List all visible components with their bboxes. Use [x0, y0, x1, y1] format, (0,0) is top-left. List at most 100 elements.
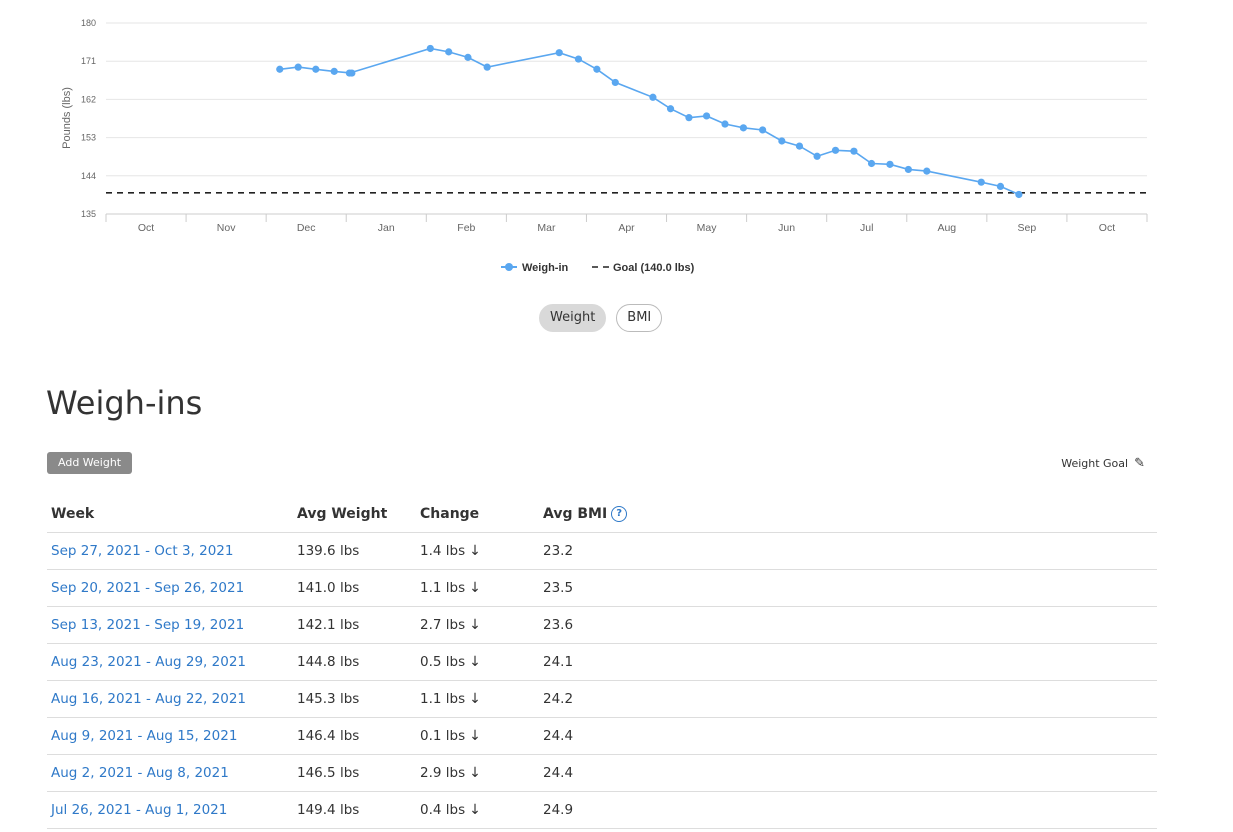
- weighin-point[interactable]: [850, 147, 858, 155]
- weighin-point[interactable]: [464, 53, 472, 61]
- weighin-point[interactable]: [739, 124, 748, 132]
- change-cell: 1.1 lbs ↓: [416, 680, 539, 718]
- week-cell: Aug 2, 2021 - Aug 8, 2021: [47, 754, 293, 792]
- y-tick-label: 162: [81, 94, 96, 104]
- weighin-point[interactable]: [813, 152, 821, 160]
- weighin-point[interactable]: [702, 112, 711, 120]
- table-header-row: Week Avg Weight Change Avg BMI?: [47, 496, 1157, 533]
- y-axis-title: Pounds (lbs): [61, 87, 73, 149]
- x-tick-label: May: [697, 222, 718, 234]
- weighin-point[interactable]: [685, 114, 693, 122]
- weighin-point[interactable]: [555, 49, 563, 57]
- weighin-point[interactable]: [445, 48, 453, 56]
- weighin-point[interactable]: [977, 178, 985, 186]
- x-tick-label: Oct: [138, 222, 154, 234]
- bmi-toggle-button[interactable]: BMI: [616, 304, 663, 332]
- week-link[interactable]: Sep 20, 2021 - Sep 26, 2021: [51, 580, 245, 596]
- weight-toggle-button[interactable]: Weight: [539, 304, 607, 332]
- change-cell: 1.1 lbs ↓: [416, 569, 539, 607]
- week-link[interactable]: Aug 23, 2021 - Aug 29, 2021: [51, 654, 246, 670]
- header-week: Week: [47, 496, 293, 533]
- weight-goal-label: Weight Goal: [1061, 457, 1129, 470]
- weighin-point[interactable]: [867, 159, 876, 168]
- avg-bmi-cell: 23.5: [539, 569, 1157, 607]
- weighin-point[interactable]: [276, 65, 284, 73]
- weighin-point[interactable]: [721, 120, 729, 128]
- weighin-point[interactable]: [923, 167, 931, 175]
- change-cell: 2.9 lbs ↓: [416, 754, 539, 792]
- week-link[interactable]: Sep 27, 2021 - Oct 3, 2021: [51, 543, 234, 559]
- avg-weight-cell: 144.8 lbs: [293, 643, 416, 681]
- x-tick-label: Aug: [937, 222, 956, 234]
- x-tick-label: Apr: [618, 222, 635, 234]
- weighin-point[interactable]: [294, 63, 302, 71]
- change-cell: 2.7 lbs ↓: [416, 606, 539, 644]
- weighin-point[interactable]: [345, 69, 354, 77]
- chart-gridlines: [106, 22, 1147, 177]
- weighin-point[interactable]: [778, 137, 786, 145]
- page-title: Weigh-ins: [46, 384, 203, 422]
- legend-weighin-marker: [505, 263, 513, 271]
- weight-chart: Pounds (lbs) 135 144 153 162 171 180 Oct Nov De…: [61, 18, 1148, 274]
- add-weight-button[interactable]: Add Weight: [47, 452, 133, 474]
- table-row: Aug 9, 2021 - Aug 15, 2021 146.4 lbs 0.1 l…: [47, 717, 1157, 755]
- avg-bmi-cell: 24.4: [539, 754, 1157, 792]
- weighin-point[interactable]: [649, 93, 657, 101]
- avg-weight-cell: 139.6 lbs: [293, 532, 416, 570]
- week-link[interactable]: Aug 9, 2021 - Aug 15, 2021: [51, 728, 238, 744]
- header-avg-bmi: Avg BMI?: [539, 496, 1157, 533]
- x-tick-label: Jan: [378, 222, 395, 234]
- weighin-point[interactable]: [666, 105, 675, 113]
- change-value: 1.1 lbs: [420, 580, 466, 596]
- weighin-point[interactable]: [611, 78, 619, 87]
- week-cell: Aug 16, 2021 - Aug 22, 2021: [47, 680, 293, 718]
- weighin-point[interactable]: [1015, 190, 1023, 199]
- down-arrow-icon: ↓: [469, 617, 481, 633]
- y-tick-label: 144: [81, 171, 96, 181]
- x-tick-label: Oct: [1099, 222, 1115, 234]
- change-cell: 0.4 lbs ↓: [416, 791, 539, 829]
- weighin-point[interactable]: [330, 67, 338, 75]
- week-link[interactable]: Sep 13, 2021 - Sep 19, 2021: [51, 617, 245, 633]
- pencil-icon[interactable]: ✎: [1134, 456, 1145, 471]
- avg-bmi-cell: 23.2: [539, 532, 1157, 570]
- x-tick-label: Jun: [778, 222, 795, 234]
- weighin-point[interactable]: [904, 165, 912, 174]
- legend-goal-label: Goal (140.0 lbs): [613, 262, 695, 274]
- weighin-point[interactable]: [886, 160, 894, 168]
- x-tick-label: Mar: [537, 222, 556, 234]
- weighins-table: Week Avg Weight Change Avg BMI? Sep 27, …: [47, 496, 1157, 829]
- question-circle-icon[interactable]: ?: [611, 506, 628, 522]
- week-link[interactable]: Aug 16, 2021 - Aug 22, 2021: [51, 691, 246, 707]
- x-tick-label: Feb: [457, 222, 475, 234]
- week-link[interactable]: Aug 2, 2021 - Aug 8, 2021: [51, 765, 229, 781]
- x-tick-label: Sep: [1018, 222, 1037, 234]
- weighin-point[interactable]: [759, 126, 767, 134]
- table-row: Aug 2, 2021 - Aug 8, 2021 146.5 lbs 2.9 lb…: [47, 754, 1157, 792]
- weighin-point[interactable]: [795, 142, 804, 150]
- table-row: Sep 27, 2021 - Oct 3, 2021 139.6 lbs 1.4 l…: [47, 532, 1157, 570]
- weighin-point[interactable]: [483, 63, 491, 71]
- legend-item-weighin[interactable]: Weigh-in: [501, 262, 569, 274]
- weighin-point[interactable]: [426, 44, 434, 53]
- weighin-point[interactable]: [312, 65, 320, 73]
- x-tick-label: Nov: [217, 222, 236, 234]
- week-link[interactable]: Jul 26, 2021 - Aug 1, 2021: [51, 802, 228, 818]
- weighin-point[interactable]: [831, 146, 840, 154]
- avg-bmi-cell: 24.2: [539, 680, 1157, 718]
- weight-goal-link[interactable]: Weight Goal ✎: [1061, 456, 1145, 471]
- weighin-point[interactable]: [593, 65, 601, 73]
- avg-bmi-cell: 24.1: [539, 643, 1157, 681]
- weighin-point[interactable]: [574, 55, 583, 63]
- avg-weight-cell: 146.5 lbs: [293, 754, 416, 792]
- legend-item-goal[interactable]: Goal (140.0 lbs): [592, 262, 695, 274]
- weighin-point[interactable]: [996, 182, 1005, 191]
- down-arrow-icon: ↓: [469, 765, 481, 781]
- legend-weighin-label: Weigh-in: [522, 262, 569, 274]
- down-arrow-icon: ↓: [469, 802, 481, 818]
- down-arrow-icon: ↓: [469, 543, 481, 559]
- change-value: 0.4 lbs: [420, 802, 466, 818]
- chart-legend[interactable]: Weigh-in Goal (140.0 lbs): [501, 262, 695, 274]
- y-tick-label: 135: [81, 209, 96, 219]
- avg-bmi-cell: 24.4: [539, 717, 1157, 755]
